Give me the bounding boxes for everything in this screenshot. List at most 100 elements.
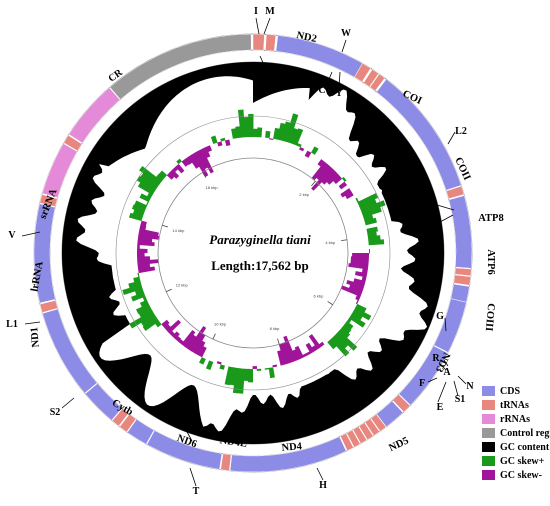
gene-segment-trna xyxy=(370,413,387,432)
scale-tick-label: 8 kbp xyxy=(270,326,281,331)
label-leader-line xyxy=(185,429,193,442)
gc-skew-positive-bar xyxy=(140,314,157,327)
gc-skew-negative-bar xyxy=(354,271,368,278)
gc-skew-negative-bar xyxy=(216,361,222,365)
gene-segment-trna xyxy=(453,274,471,286)
label-leader-line xyxy=(443,359,449,367)
gc-skew-negative-bar xyxy=(338,181,348,190)
legend-swatch xyxy=(482,456,495,466)
scale-tick-label: 6 kbp xyxy=(314,293,325,298)
legend-item-cds: CDS xyxy=(482,384,550,398)
gc-skew-negative-bar xyxy=(305,342,315,354)
scale-tick-label: 16 kbp xyxy=(206,185,219,190)
label-leader-line xyxy=(255,17,260,35)
gene-segment-cds xyxy=(127,418,155,445)
gc-skew-negative-bar xyxy=(184,334,197,350)
gene-segment-trna xyxy=(354,62,372,83)
gc-skew-negative-bar xyxy=(326,172,340,185)
gc-skew-negative-bar xyxy=(181,158,189,167)
gc-skew-positive-bar xyxy=(139,299,149,308)
gc-skew-negative-bar xyxy=(341,285,363,297)
gc-skew-positive-bar xyxy=(357,193,379,207)
label-leader-line xyxy=(447,131,456,145)
gc-skew-negative-bar xyxy=(355,299,359,305)
gc-skew-negative-bar xyxy=(172,331,180,340)
gene-segment-cds xyxy=(376,78,462,191)
gc-skew-negative-bar xyxy=(268,138,274,140)
gc-skew-positive-bar xyxy=(277,122,286,141)
gene-segment-cds xyxy=(433,298,467,353)
gc-skew-negative-bar xyxy=(348,263,369,270)
gc-skew-positive-bar xyxy=(353,307,372,321)
gc-skew-negative-bar xyxy=(353,278,366,286)
legend-item-trnas: tRNAs xyxy=(482,398,550,412)
gc-skew-negative-bar xyxy=(352,253,369,258)
gc-skew-negative-bar xyxy=(163,323,171,331)
gc-skew-positive-bar xyxy=(137,272,140,278)
label-leader-line xyxy=(316,467,324,481)
legend-swatch xyxy=(482,470,495,480)
gene-segment-trna xyxy=(454,267,472,277)
gc-skew-positive-bar xyxy=(362,206,382,218)
gc-skew-negative-bar xyxy=(333,175,343,184)
legend-label: GC content xyxy=(500,441,550,453)
gc-skew-positive-bar xyxy=(243,368,249,381)
gc-skew-negative-bar xyxy=(277,350,285,366)
gene-segment-trna xyxy=(252,33,265,51)
gene-label-lrrna: lrRNA xyxy=(29,260,45,292)
scale-tick xyxy=(277,338,280,345)
label-leader-line xyxy=(457,375,467,385)
legend-swatch xyxy=(482,400,495,410)
gc-skew-negative-bar xyxy=(278,343,289,365)
gc-skew-negative-bar xyxy=(191,152,209,177)
gc-skew-positive-bar xyxy=(253,128,258,138)
gene-segment-trna xyxy=(63,134,83,152)
legend-label: GC skew+ xyxy=(500,455,545,467)
gc-skew-negative-bar xyxy=(361,268,368,274)
legend-label: tRNAs xyxy=(500,399,529,411)
gc-skew-positive-bar xyxy=(142,296,148,302)
gc-skew-positive-bar xyxy=(243,116,250,138)
gene-segment-trna xyxy=(119,413,137,433)
gene-segment-trna xyxy=(364,418,380,436)
legend-label: rRNAs xyxy=(500,413,530,425)
gc-skew-positive-bar xyxy=(333,333,349,349)
gene-segment-trna xyxy=(352,426,368,444)
gc-skew-negative-bar xyxy=(137,236,153,243)
gc-skew-positive-bar xyxy=(139,193,151,203)
gene-segment-cds xyxy=(448,195,473,269)
gene-segment-trna xyxy=(358,422,374,441)
legend-label: GC skew- xyxy=(500,469,542,481)
gc-skew-positive-bar xyxy=(220,137,226,142)
label-leader-line xyxy=(439,363,447,371)
gc-skew-positive-bar xyxy=(235,126,242,139)
gc-skew-positive-bar xyxy=(344,321,354,330)
gene-label-l2: L2 xyxy=(455,126,467,137)
gene-label-atp6: ATP6 xyxy=(485,249,496,274)
scale-tick-label: 2 kbp xyxy=(299,192,310,197)
gc-skew-positive-bar xyxy=(142,317,160,332)
gc-skew-positive-bar xyxy=(219,364,225,370)
label-leader-line xyxy=(439,214,454,223)
gc-skew-negative-bar xyxy=(175,163,185,174)
gc-skew-positive-bar xyxy=(256,368,262,371)
gene-label-h: H xyxy=(319,480,327,491)
gc-skew-negative-bar xyxy=(137,263,151,270)
gc-skew-positive-bar xyxy=(257,127,263,138)
gene-segment-trna xyxy=(346,429,361,448)
gc-skew-negative-bar xyxy=(202,146,211,159)
gene-label-coiii: COIII xyxy=(483,303,496,332)
gene-label-s2: S2 xyxy=(50,407,61,418)
label-leader-line xyxy=(453,380,459,397)
gc-skew-positive-bar xyxy=(129,212,143,222)
gene-label-r: R xyxy=(432,353,440,364)
gc-skew-negative-bar xyxy=(316,164,331,181)
gc-skew-positive-bar xyxy=(368,239,385,246)
scale-tick xyxy=(311,181,316,187)
scale-ticks: 2 kbp 4 kbp 6 kbp 8 kbp 10 kbp 12 kbp 14 kbp 16… xyxy=(162,172,348,345)
gc-skew-negative-bar xyxy=(140,220,147,227)
legend-swatch xyxy=(482,442,495,452)
scale-tick-label: 10 kbp xyxy=(214,322,227,327)
gc-skew-positive-bar xyxy=(264,367,270,370)
